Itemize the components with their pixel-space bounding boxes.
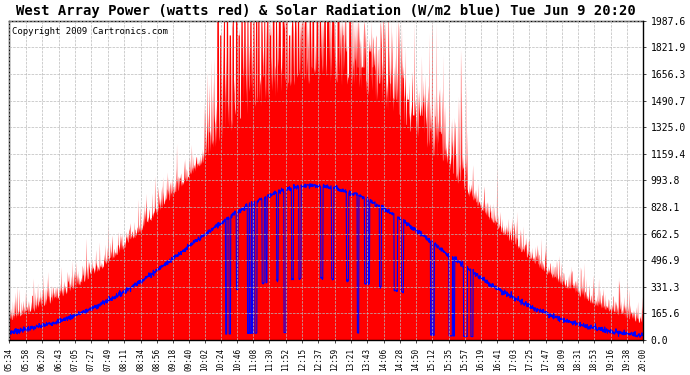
Text: Copyright 2009 Cartronics.com: Copyright 2009 Cartronics.com (12, 27, 168, 36)
Title: West Array Power (watts red) & Solar Radiation (W/m2 blue) Tue Jun 9 20:20: West Array Power (watts red) & Solar Rad… (16, 4, 635, 18)
